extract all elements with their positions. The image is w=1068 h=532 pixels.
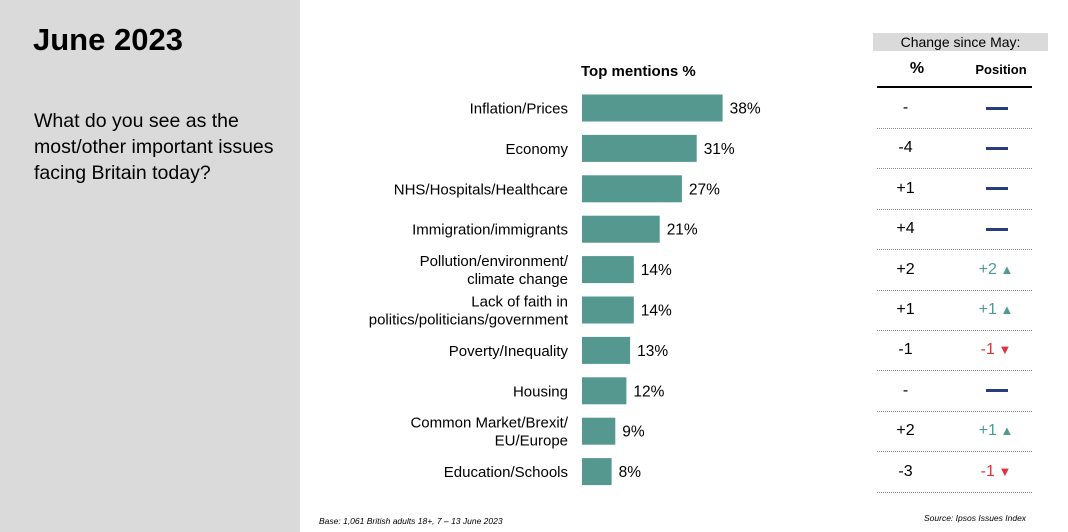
category-label-7: Poverty/Inequality <box>449 343 569 360</box>
bar-6 <box>582 296 634 324</box>
bar-3 <box>582 175 682 203</box>
value-label-10: 8% <box>619 464 642 481</box>
row-divider <box>877 208 1032 210</box>
bar-8 <box>582 377 627 405</box>
no-change-dash-icon <box>986 389 1008 393</box>
value-label-1: 38% <box>730 101 761 118</box>
no-change-dash-icon <box>986 187 1008 191</box>
source-note: Source: Ipsos Issues Index <box>924 513 1027 523</box>
position-column-header: Position <box>975 62 1027 77</box>
up-arrow-icon: ▲ <box>996 423 1014 439</box>
position-change-value: +2 <box>978 260 997 278</box>
bar-2 <box>582 134 697 162</box>
header-rule <box>877 86 1032 88</box>
pct-change-10: -3 <box>898 462 913 480</box>
row-divider <box>877 410 1032 412</box>
position-change-value: +1 <box>978 301 997 318</box>
pct-change-9: +2 <box>896 422 915 440</box>
survey-question: What do you see as the most/other import… <box>34 110 274 184</box>
bar-4 <box>582 215 660 243</box>
pct-column-header: % <box>909 60 925 77</box>
up-arrow-icon: ▲ <box>996 302 1014 317</box>
row-divider <box>877 289 1032 291</box>
bar-7 <box>582 336 631 364</box>
value-label-7: 13% <box>637 343 668 360</box>
up-arrow-icon: ▲ <box>996 261 1014 277</box>
category-label-6: Lack of faith in politics/politicians/gov… <box>369 294 569 329</box>
value-label-9: 9% <box>622 424 645 441</box>
category-label-8: Housing <box>513 383 568 400</box>
down-arrow-icon: ▼ <box>994 342 1012 358</box>
pct-change-7: -1 <box>898 341 913 359</box>
no-change-dash-icon <box>986 106 1008 110</box>
down-arrow-icon: ▼ <box>994 463 1012 479</box>
value-label-8: 12% <box>633 383 664 400</box>
value-label-3: 27% <box>689 181 720 198</box>
left-panel: June 2023 What do you see as the most/ot… <box>0 0 300 532</box>
bar-10 <box>582 458 612 486</box>
position-change-value: -1 <box>980 462 995 480</box>
position-change-5: +2 ▲ <box>960 260 1032 280</box>
position-change-6: +1 ▲ <box>960 300 1032 320</box>
bar-9 <box>582 417 616 445</box>
pct-change-8: - <box>902 381 909 399</box>
value-label-6: 14% <box>641 303 672 320</box>
bar-chart: 38% Inflation/Prices 31% Economy 27% NHS/Hosp… <box>369 94 761 486</box>
row-divider <box>877 249 1032 251</box>
row-divider <box>877 491 1032 493</box>
row-divider <box>877 128 1032 129</box>
pct-change-4: +4 <box>896 220 915 238</box>
no-change-dash-icon <box>986 146 1008 150</box>
position-change-value: -1 <box>980 341 995 359</box>
row-divider <box>877 370 1032 372</box>
position-change-7: -1 ▼ <box>960 340 1032 360</box>
category-label-4: Immigration/immigrants <box>412 222 568 239</box>
category-label-2: Economy <box>505 141 568 158</box>
bar-5 <box>582 256 634 284</box>
pct-change-6: +1 <box>896 301 915 318</box>
page-title: June 2023 <box>33 22 183 57</box>
position-change-9: +1 ▲ <box>960 421 1032 441</box>
value-label-4: 21% <box>667 222 698 239</box>
value-label-5: 14% <box>641 262 672 279</box>
pct-change-3: +1 <box>896 179 915 197</box>
change-since-header: Change since May: <box>873 33 1048 51</box>
pct-change-5: +2 <box>896 260 915 278</box>
category-label-1: Inflation/Prices <box>470 101 568 118</box>
base-note: Base: 1,061 British adults 18+, 7 – 13 J… <box>319 516 503 526</box>
pct-change-2: -4 <box>898 139 913 157</box>
position-change-10: -1 ▼ <box>960 462 1032 482</box>
row-divider <box>877 451 1032 453</box>
category-label-5: Pollution/environment/climate change <box>420 253 569 288</box>
category-label-9: Common Market/Brexit/EU/Europe <box>410 415 568 450</box>
row-divider <box>877 330 1032 331</box>
category-label-3: NHS/Hospitals/Healthcare <box>394 181 568 198</box>
pct-change-1: - <box>902 99 909 116</box>
chart-title: Top mentions % <box>581 63 696 80</box>
bar-1 <box>582 94 723 122</box>
category-label-10: Education/Schools <box>444 464 568 481</box>
no-change-dash-icon <box>986 227 1008 231</box>
row-divider <box>877 168 1032 170</box>
position-change-value: +1 <box>978 422 997 440</box>
value-label-2: 31% <box>704 141 735 158</box>
